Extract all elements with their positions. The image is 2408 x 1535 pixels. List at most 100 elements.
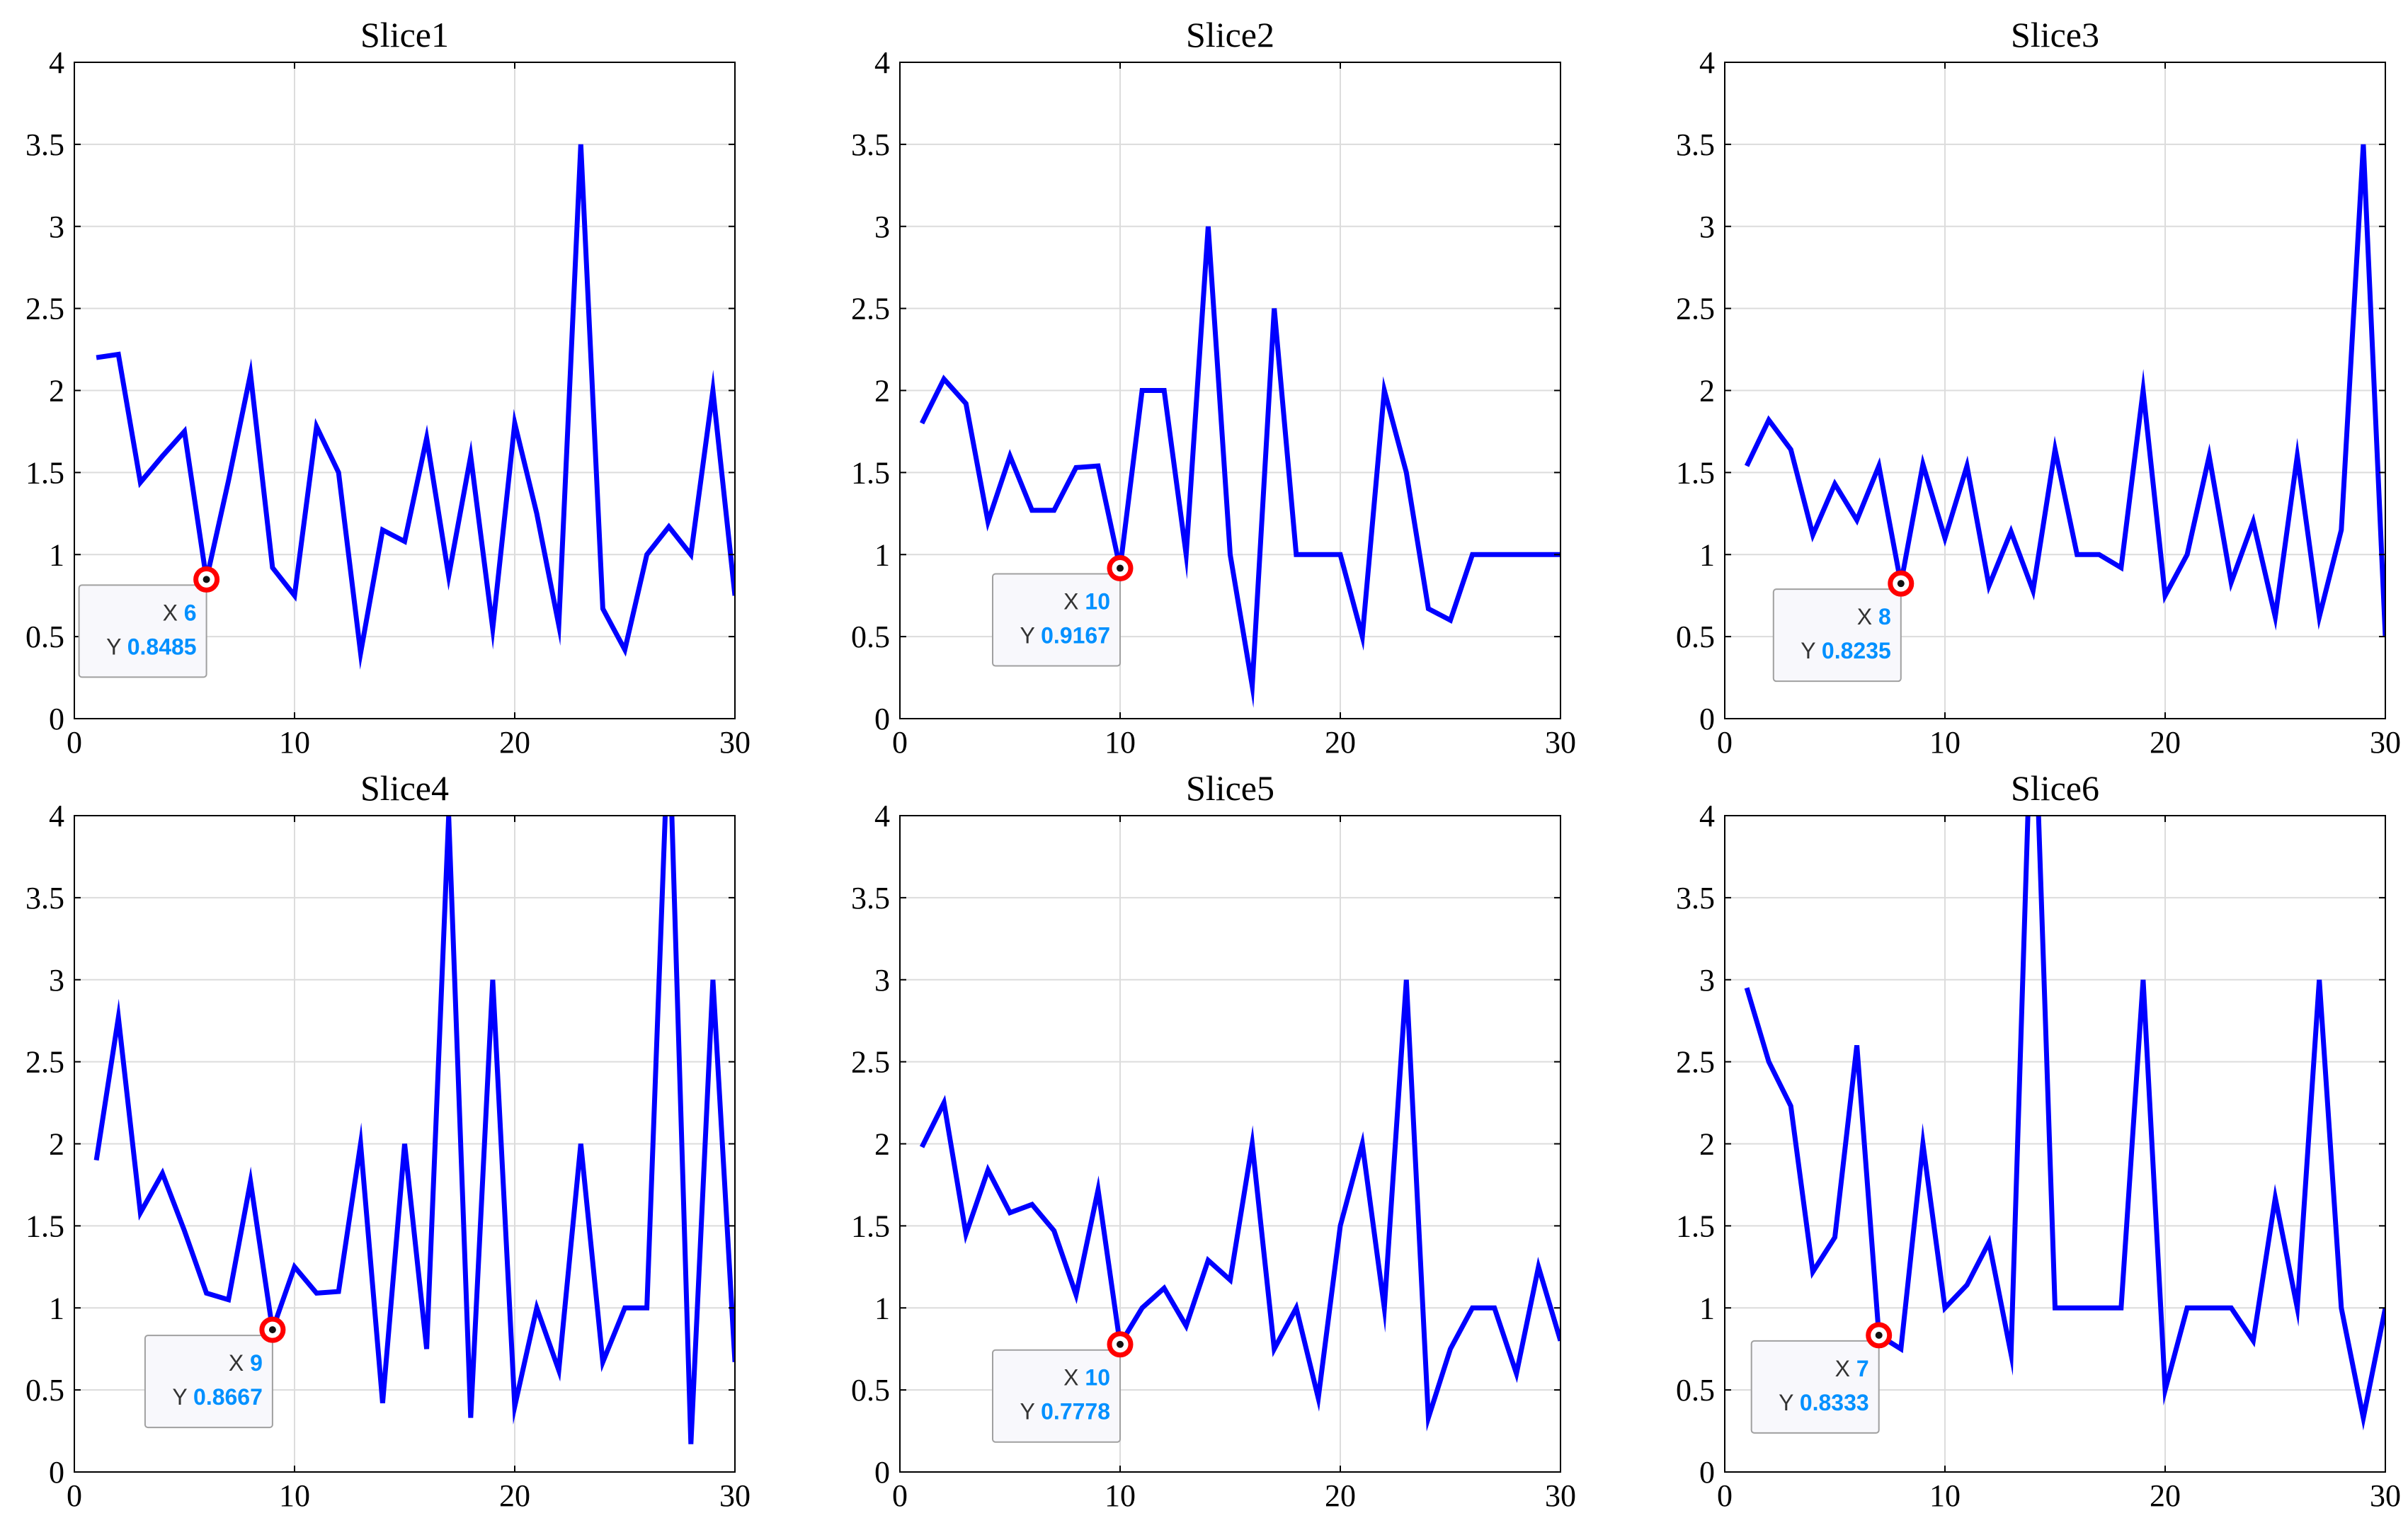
y-tick-label: 1.5 <box>1676 455 1715 490</box>
y-tick-label: 4 <box>1699 799 1715 833</box>
chart-title: Slice6 <box>2011 768 2099 808</box>
datatip-marker-center <box>1875 1331 1883 1339</box>
datatip-box <box>992 573 1121 667</box>
datatip-marker-center <box>202 576 210 583</box>
y-tick-label: 1.5 <box>1676 1209 1715 1243</box>
y-tick-label: 2.5 <box>25 292 64 326</box>
y-tick-label: 0 <box>874 1455 890 1490</box>
series-line <box>919 226 1560 708</box>
datatip[interactable]: X 7 Y 0.8333 <box>1750 1322 1893 1434</box>
datatip-y: Y 0.8667 <box>172 1384 263 1410</box>
y-tick-label: 2 <box>874 374 890 409</box>
x-tick-label: 30 <box>1545 725 1576 760</box>
y-tick-label: 3.5 <box>1676 881 1715 915</box>
y-tick-label: 0 <box>49 1455 64 1490</box>
y-tick-label: 2 <box>874 1127 890 1162</box>
y-tick-label: 1.5 <box>25 455 64 490</box>
x-tick-label: 0 <box>892 725 908 760</box>
y-tick-label: 0 <box>49 702 64 736</box>
y-tick-label: 1 <box>49 1291 64 1325</box>
y-tick-label: 3 <box>874 210 890 244</box>
datatip-box <box>1750 1340 1880 1434</box>
datatip-marker-center <box>1897 580 1905 588</box>
y-tick-label: 0.5 <box>25 1373 64 1408</box>
chart-title: Slice5 <box>1186 768 1274 808</box>
y-tick-label: 1.5 <box>25 1209 64 1243</box>
chart-slice4: 0 10 20 30 0 0.5 1 1.5 2 2.5 3 3.5 4 Slice4 X 9 Y 0.866… <box>25 768 751 1513</box>
chart-slice3: 0 10 20 30 0 0.5 1 1.5 2 2.5 3 3.5 4 Slice3 X 8 Y 0.823… <box>1676 15 2401 760</box>
y-tick-label: 0.5 <box>1676 620 1715 654</box>
y-tick-label: 0.5 <box>851 1373 890 1408</box>
datatip-x: X 10 <box>1063 1365 1110 1391</box>
y-tick-label: 4 <box>874 45 890 80</box>
series-line <box>96 144 735 670</box>
x-tick-label: 0 <box>892 1478 908 1513</box>
y-tick-label: 0.5 <box>851 620 890 654</box>
x-tick-label: 30 <box>1545 1478 1576 1513</box>
datatip-x: X 8 <box>1857 604 1891 629</box>
x-tick-label: 0 <box>67 725 82 760</box>
datatip-box <box>144 1335 273 1429</box>
datatip[interactable]: X 9 Y 0.8667 <box>144 1316 286 1429</box>
datatip-x: X 10 <box>1063 589 1110 615</box>
x-tick-label: 20 <box>1325 725 1356 760</box>
y-tick-label: 2 <box>1699 374 1715 409</box>
y-tick-label: 1.5 <box>851 1209 890 1243</box>
chart-slice1: 0 10 20 30 0 0.5 1 1.5 2 2.5 3 3.5 4 Slice1 X 6 Y 0.848… <box>25 15 751 760</box>
y-tick-label: 2.5 <box>1676 1045 1715 1080</box>
series-line <box>1744 144 2385 637</box>
y-tick-label: 1.5 <box>851 455 890 490</box>
y-tick-label: 1 <box>49 537 64 572</box>
datatip-x: X 9 <box>229 1350 263 1376</box>
y-tick-label: 2 <box>49 1127 64 1162</box>
x-tick-label: 10 <box>1105 725 1136 760</box>
y-tick-label: 1 <box>874 1291 890 1325</box>
y-tick-label: 3.5 <box>851 881 890 915</box>
x-tick-label: 30 <box>719 725 751 760</box>
chart-slice2: 0 10 20 30 0 0.5 1 1.5 2 2.5 3 3.5 4 Slice2 X 10 Y 0.91… <box>851 15 1576 760</box>
series-line <box>919 979 1560 1432</box>
series-line <box>93 816 735 1444</box>
y-tick-label: 0 <box>1699 702 1715 736</box>
datatip-box <box>78 584 207 678</box>
datatip-marker-center <box>1117 564 1124 572</box>
y-tick-label: 0 <box>874 702 890 736</box>
x-tick-label: 20 <box>1325 1478 1356 1513</box>
y-tick-label: 1 <box>1699 1291 1715 1325</box>
y-tick-label: 1 <box>874 537 890 572</box>
y-tick-label: 3.5 <box>1676 127 1715 162</box>
chart-slice5: 0 10 20 30 0 0.5 1 1.5 2 2.5 3 3.5 4 Slice5 X 10 Y 0.77… <box>851 768 1576 1513</box>
x-tick-label: 30 <box>2370 725 2401 760</box>
datatip-y: Y 0.8485 <box>106 634 197 659</box>
x-tick-label: 10 <box>279 1478 310 1513</box>
datatip-marker-center <box>268 1326 276 1334</box>
y-tick-label: 2.5 <box>851 292 890 326</box>
chart-slice6: 0 10 20 30 0 0.5 1 1.5 2 2.5 3 3.5 4 Slice6 X 7 Y 0.833… <box>1676 768 2401 1513</box>
datatip[interactable]: X 6 Y 0.8485 <box>78 566 220 678</box>
datatip-x: X 6 <box>163 600 197 625</box>
datatip[interactable]: X 10 Y 0.9167 <box>992 555 1134 667</box>
y-tick-label: 0 <box>1699 1455 1715 1490</box>
y-tick-label: 3 <box>1699 963 1715 998</box>
chart-title: Slice1 <box>360 15 449 55</box>
y-tick-label: 3.5 <box>851 127 890 162</box>
y-tick-label: 3 <box>874 963 890 998</box>
y-tick-label: 3 <box>49 210 64 244</box>
chart-title: Slice3 <box>2011 15 2099 55</box>
datatip-y: Y 0.8333 <box>1779 1390 1869 1415</box>
datatip-y: Y 0.8235 <box>1801 638 1891 663</box>
x-tick-label: 20 <box>499 1478 530 1513</box>
y-tick-label: 0.5 <box>1676 1373 1715 1408</box>
x-tick-label: 20 <box>499 725 530 760</box>
x-tick-label: 10 <box>1929 725 1961 760</box>
datatip-y: Y 0.7778 <box>1020 1399 1110 1425</box>
y-tick-label: 0.5 <box>25 620 64 654</box>
datatip[interactable]: X 8 Y 0.8235 <box>1772 570 1915 683</box>
y-tick-label: 4 <box>1699 45 1715 80</box>
datatip[interactable]: X 10 Y 0.7778 <box>992 1331 1134 1443</box>
datatip-y: Y 0.9167 <box>1020 623 1110 649</box>
y-tick-label: 2.5 <box>851 1045 890 1080</box>
x-tick-label: 0 <box>1717 725 1733 760</box>
datatip-box <box>1772 588 1902 683</box>
